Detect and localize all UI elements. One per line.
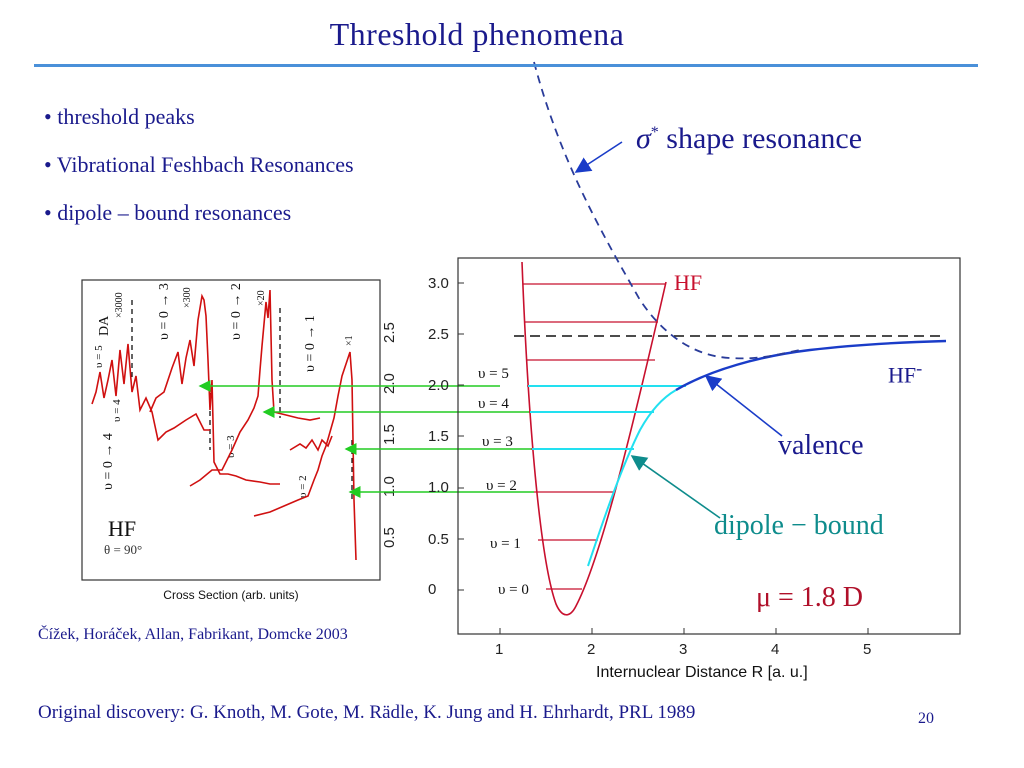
hf-anion-label: HF- <box>888 358 922 388</box>
trace-label: υ = 0 → 4 <box>101 433 116 490</box>
da-label: DA <box>97 315 112 336</box>
hf-curve-label: HF <box>674 270 703 295</box>
valence-label: valence <box>778 430 864 461</box>
hf-potential-curve <box>521 261 667 616</box>
bullet-threshold-peaks: • threshold peaks <box>44 104 195 129</box>
sigma-arrow <box>574 141 623 173</box>
trace-v0-4 <box>91 343 210 442</box>
right-xtick: 3 <box>679 641 687 658</box>
left-spectra-figure: 0.5 1.0 1.5 2.0 2.5 υ = 0 → 4 υ = 0 → 3 … <box>81 279 534 581</box>
level-label: υ = 3 <box>482 434 513 450</box>
right-xtick: 4 <box>771 641 779 658</box>
sigma-text: shape resonance <box>658 122 863 155</box>
bullet-feshbach: • Vibrational Feshbach Resonances <box>44 152 354 177</box>
page-number: 20 <box>918 710 934 727</box>
right-ytick: 1.0 <box>428 479 449 496</box>
scale-label: ×20 <box>256 290 267 306</box>
level-label: υ = 5 <box>478 366 509 382</box>
threshold-label: υ = 2 <box>297 475 309 498</box>
left-x-axis-label: Cross Section (arb. units) <box>163 588 299 602</box>
vibrational-levels <box>523 283 666 590</box>
title-rule <box>34 64 978 67</box>
left-ytick: 1.0 <box>381 476 398 497</box>
trace-v0-3 <box>149 293 280 485</box>
dipole-bound-label: dipole − bound <box>714 510 884 541</box>
hf-anion-text: HF <box>888 362 917 388</box>
trace-v0-1 <box>253 351 357 561</box>
sigma-shape-resonance-label: σ* shape resonance <box>636 122 862 156</box>
threshold-label: υ = 3 <box>225 435 237 458</box>
trace-label: υ = 0 → 1 <box>303 315 318 372</box>
right-ytick: 1.5 <box>428 428 449 445</box>
left-ytick: 0.5 <box>381 527 398 548</box>
right-xtick: 5 <box>863 641 871 658</box>
scale-label: ×300 <box>182 287 193 308</box>
trace-v0-1-side <box>289 435 333 452</box>
trace-label: υ = 0 → 2 <box>229 283 244 340</box>
level-label: υ = 2 <box>486 478 517 494</box>
right-ytick: 0 <box>428 581 436 598</box>
right-xtick: 1 <box>495 641 503 658</box>
right-ytick: 2.0 <box>428 377 449 394</box>
dipole-bound-curve <box>587 389 677 567</box>
right-x-axis-label: Internuclear Distance R [a. u.] <box>596 664 808 681</box>
potential-curve-figure: 0 0.5 1.0 1.5 2.0 2.5 3.0 1 2 3 4 5 <box>428 61 961 658</box>
scale-label: ×1 <box>344 335 355 346</box>
left-ytick: 2.0 <box>381 373 398 394</box>
angle-label: θ = 90° <box>104 542 143 557</box>
left-molecule-label: HF <box>108 516 137 541</box>
right-ytick: 0.5 <box>428 531 449 548</box>
dipole-arrow <box>630 455 721 519</box>
right-xtick: 2 <box>587 641 595 658</box>
right-ytick: 2.5 <box>428 326 449 343</box>
dipole-moment-label: μ = 1.8 D <box>756 582 864 613</box>
slide-title: Threshold phenomena <box>329 16 625 52</box>
discovery-reference: Original discovery: G. Knoth, M. Gote, M… <box>38 702 696 723</box>
threshold-label: υ = 5 <box>93 345 105 368</box>
left-ytick: 2.5 <box>381 322 398 343</box>
citation: Čížek, Horáček, Allan, Fabrikant, Domcke… <box>38 626 348 643</box>
level-label: υ = 1 <box>490 536 521 552</box>
bullet-dipole-bound: • dipole – bound resonances <box>44 200 292 225</box>
spectra-traces <box>91 289 357 561</box>
trace-label: υ = 0 → 3 <box>157 283 172 340</box>
right-ytick: 3.0 <box>428 275 449 292</box>
sigma-star: * <box>650 124 659 141</box>
level-label: υ = 4 <box>478 396 509 412</box>
valence-arrow <box>704 375 783 437</box>
scale-label: ×3000 <box>114 292 125 318</box>
threshold-arrows <box>198 380 534 498</box>
sigma-star-curve <box>533 61 801 360</box>
dipole-levels <box>528 385 686 450</box>
trace-v0-2 <box>189 289 321 487</box>
valence-curve <box>675 339 947 392</box>
sigma-symbol: σ <box>636 122 651 155</box>
threshold-label: υ = 4 <box>111 399 123 422</box>
left-ytick: 1.5 <box>381 424 398 445</box>
level-label: υ = 0 <box>498 582 529 598</box>
hf-anion-charge: - <box>916 358 923 378</box>
